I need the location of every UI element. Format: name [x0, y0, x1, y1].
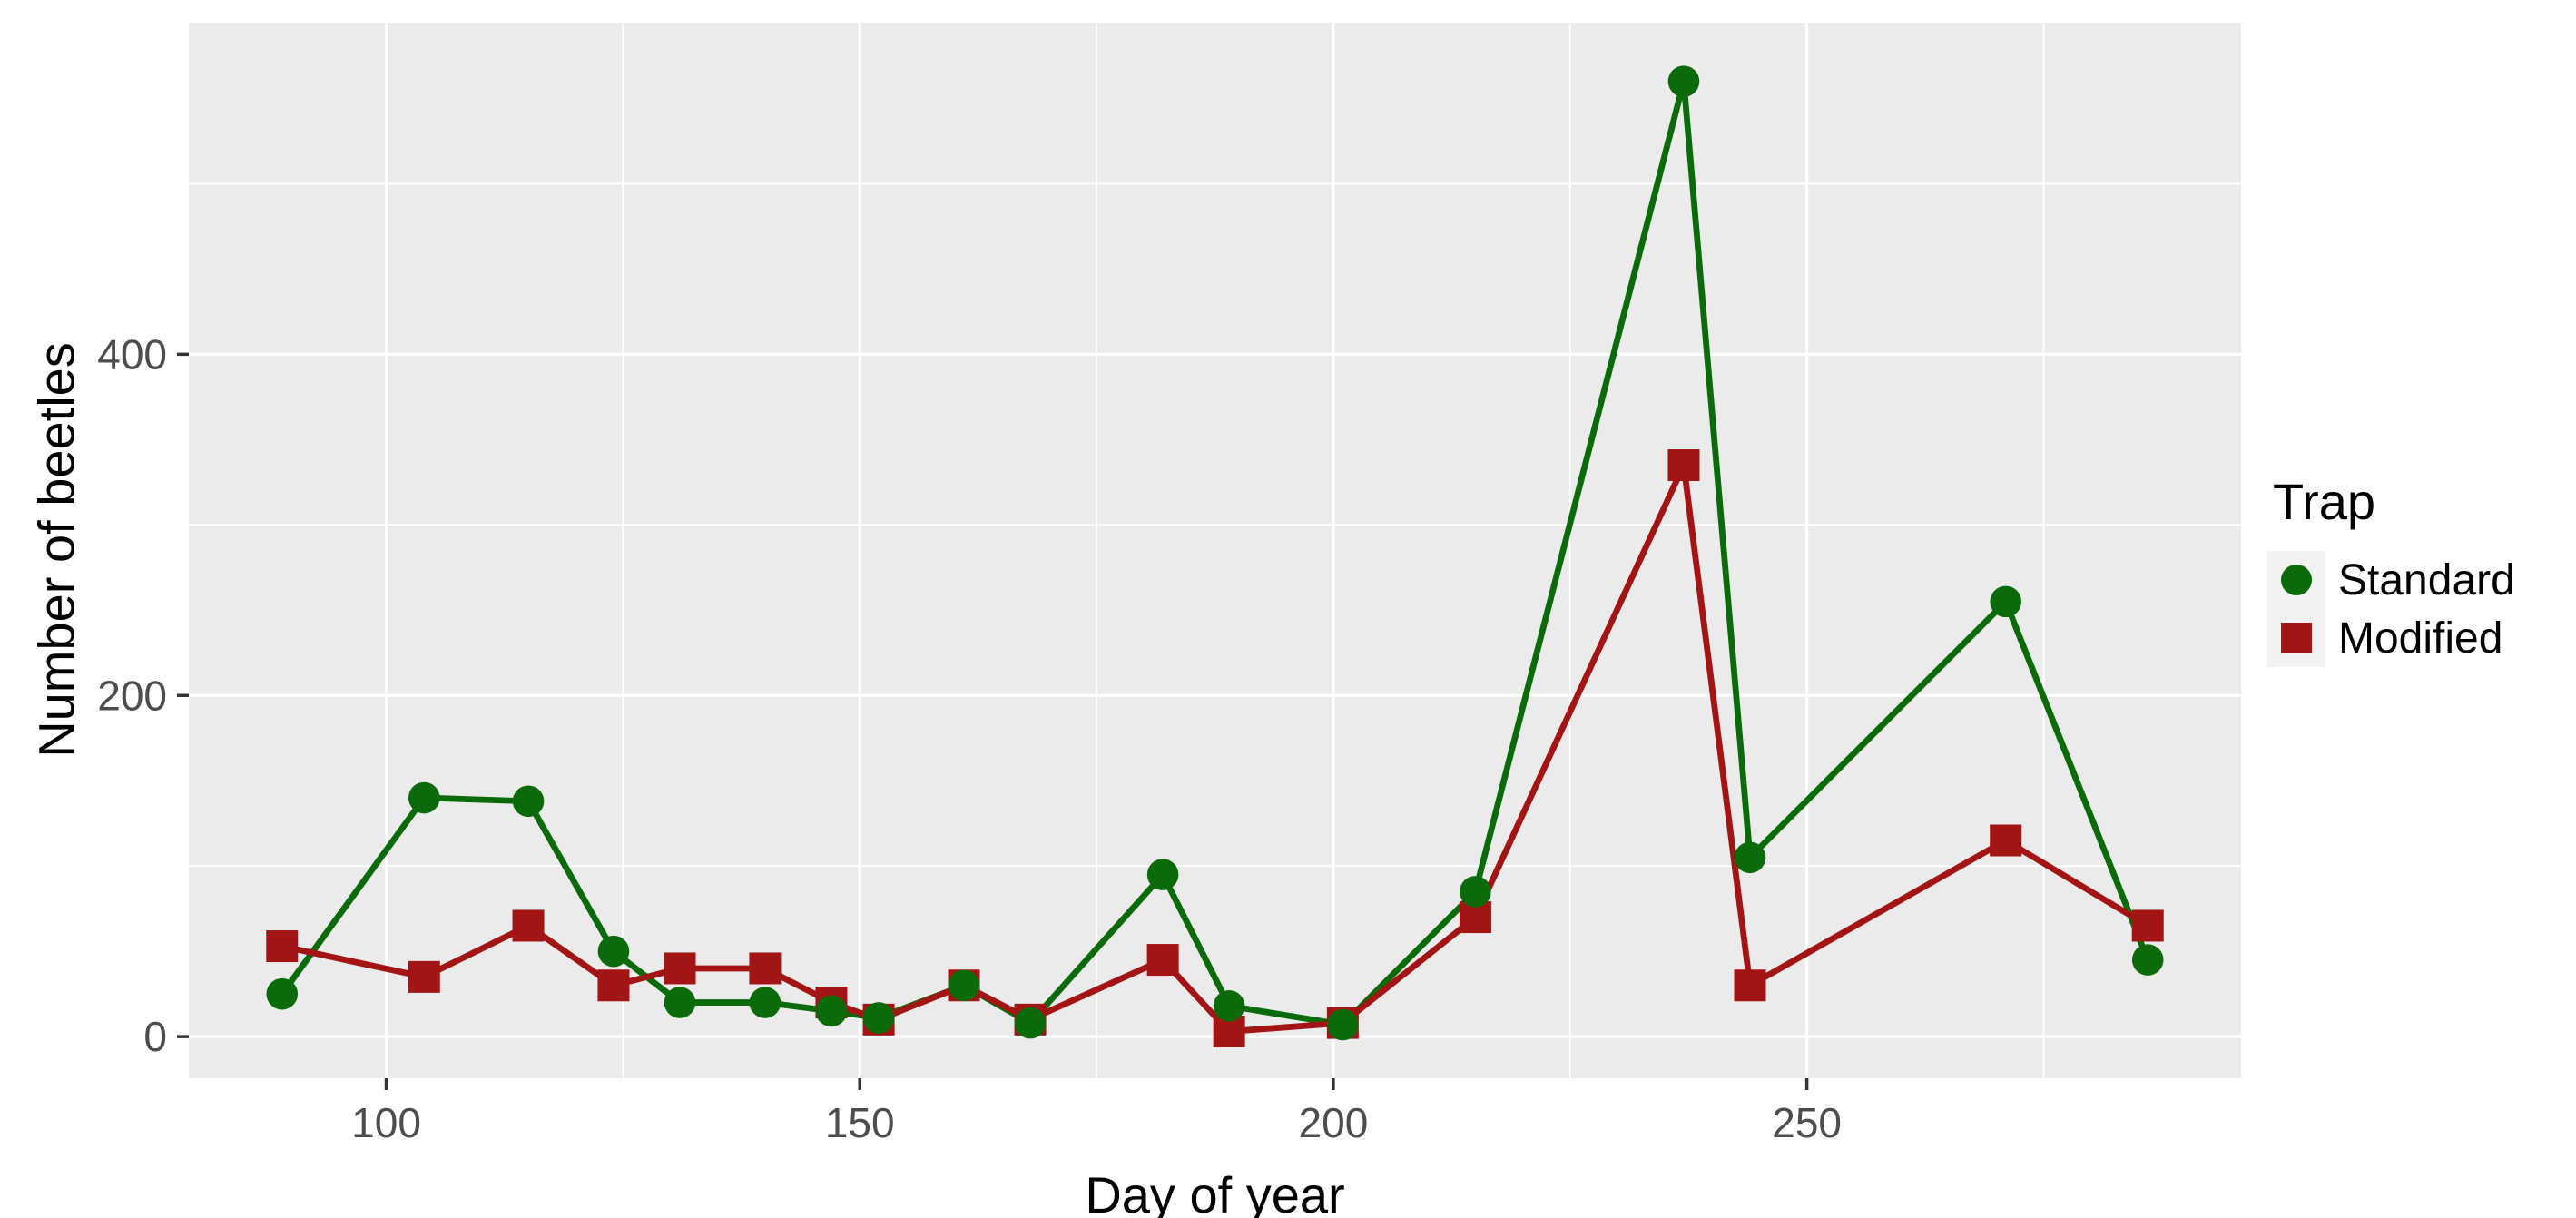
- minor-gridlines: [189, 23, 2241, 1078]
- legend-title: Trap: [2273, 473, 2376, 530]
- svg-text:200: 200: [1299, 1099, 1369, 1146]
- x-tick-labels: 100 150 200 250: [351, 1099, 1842, 1146]
- legend-item-modified: Modified: [2267, 609, 2576, 667]
- legend-item-standard: Standard: [2267, 551, 2576, 609]
- modified-marker-icon: [2281, 623, 2312, 653]
- standard-markers: [266, 65, 2164, 1041]
- plot-panel: [189, 23, 2241, 1078]
- y-tick-labels: 0 200 400: [97, 330, 167, 1060]
- legend: Trap Standard Modified: [2267, 472, 2576, 667]
- legend-key-standard: [2267, 551, 2325, 609]
- legend-label-modified: Modified: [2338, 614, 2503, 663]
- svg-text:150: 150: [825, 1099, 895, 1146]
- svg-text:200: 200: [97, 672, 167, 719]
- svg-text:0: 0: [143, 1013, 167, 1060]
- standard-marker-icon: [2281, 565, 2312, 595]
- x-axis-title: Day of year: [1085, 1166, 1345, 1218]
- y-axis-title: Number of beetles: [27, 342, 85, 758]
- major-gridlines: [189, 23, 2241, 1078]
- svg-text:100: 100: [351, 1099, 421, 1146]
- legend-key-modified: [2267, 609, 2325, 667]
- svg-text:250: 250: [1772, 1099, 1842, 1146]
- legend-label-standard: Standard: [2338, 555, 2515, 604]
- axis-ticks: [177, 352, 1809, 1090]
- svg-text:400: 400: [97, 330, 167, 378]
